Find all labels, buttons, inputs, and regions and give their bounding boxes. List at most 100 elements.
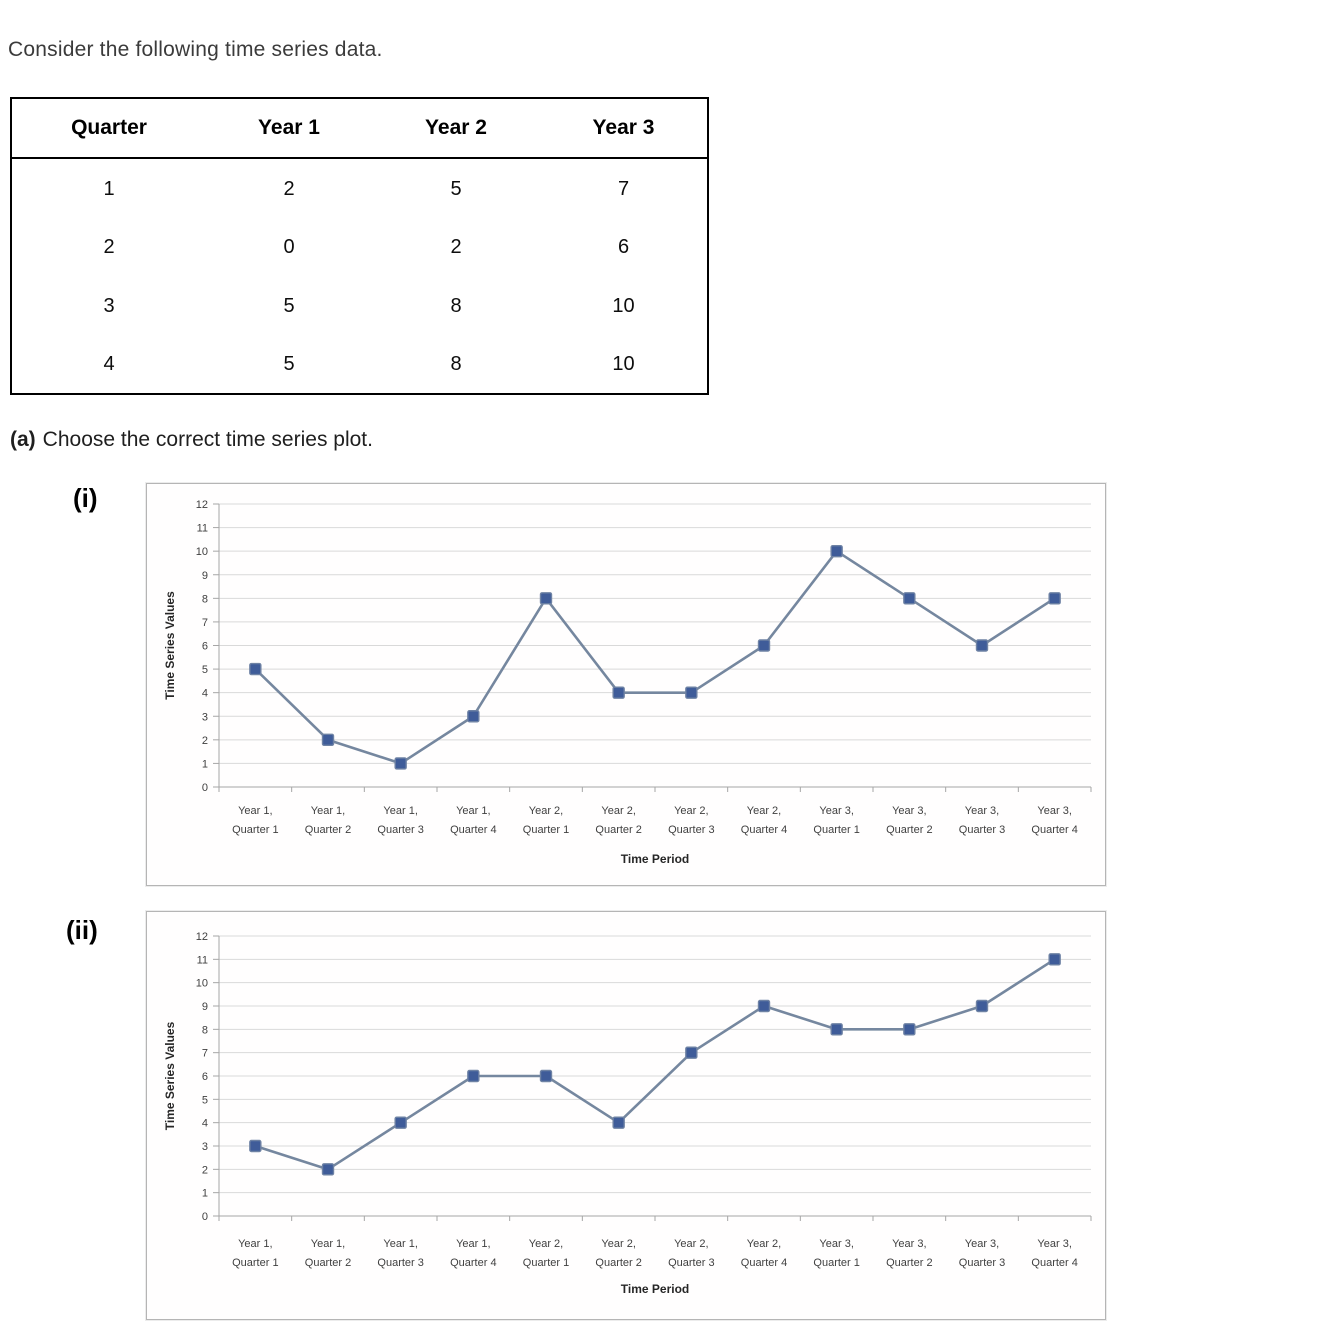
- svg-text:7: 7: [202, 1048, 208, 1060]
- svg-text:Quarter 1: Quarter 1: [813, 824, 859, 836]
- table-cell: 4: [103, 353, 115, 376]
- time-series-data-table: Quarter Year 1 Year 2 Year 3 1 2 5 7 2 0…: [10, 97, 709, 395]
- table-header-row: Quarter Year 1 Year 2 Year 3: [12, 99, 707, 159]
- svg-text:10: 10: [196, 546, 208, 558]
- svg-text:Quarter 4: Quarter 4: [450, 824, 496, 836]
- svg-text:Quarter 2: Quarter 2: [886, 1257, 932, 1269]
- intro-text: Consider the following time series data.: [8, 38, 383, 61]
- table-cell: 6: [617, 236, 630, 259]
- svg-text:Time Period: Time Period: [621, 1282, 689, 1296]
- table-header-year2: Year 2: [425, 116, 487, 139]
- svg-text:Year 3,: Year 3,: [1037, 1238, 1071, 1250]
- svg-text:Quarter 4: Quarter 4: [741, 1257, 787, 1269]
- svg-text:Quarter 2: Quarter 2: [305, 824, 351, 836]
- svg-text:8: 8: [202, 593, 208, 605]
- table-cell: 2: [450, 236, 462, 259]
- svg-text:11: 11: [197, 523, 208, 535]
- svg-text:Year 3,: Year 3,: [819, 1238, 853, 1250]
- svg-text:2: 2: [202, 1164, 208, 1176]
- svg-text:Quarter 3: Quarter 3: [668, 1257, 714, 1269]
- svg-text:Quarter 4: Quarter 4: [1031, 824, 1077, 836]
- svg-text:Year 2,: Year 2,: [601, 1238, 635, 1250]
- svg-text:Quarter 1: Quarter 1: [813, 1257, 859, 1269]
- svg-text:Quarter 4: Quarter 4: [450, 1257, 496, 1269]
- table-cell: 8: [450, 294, 462, 317]
- svg-text:1: 1: [202, 758, 208, 770]
- svg-text:Year 3,: Year 3,: [1037, 805, 1071, 817]
- svg-text:Quarter 2: Quarter 2: [305, 1257, 351, 1269]
- svg-text:Year 2,: Year 2,: [674, 1238, 708, 1250]
- table-cell: 2: [283, 177, 295, 200]
- svg-text:9: 9: [202, 570, 208, 582]
- table-cell: 5: [283, 353, 295, 376]
- svg-text:11: 11: [197, 954, 208, 966]
- svg-text:12: 12: [196, 931, 208, 943]
- svg-text:2: 2: [202, 735, 208, 747]
- svg-text:Year 2,: Year 2,: [747, 805, 781, 817]
- svg-text:Year 1,: Year 1,: [383, 1238, 417, 1250]
- svg-text:Quarter 3: Quarter 3: [668, 824, 714, 836]
- svg-text:Year 2,: Year 2,: [529, 1238, 563, 1250]
- table-header-quarter: Quarter: [71, 116, 147, 139]
- svg-text:6: 6: [202, 641, 208, 653]
- svg-text:Quarter 1: Quarter 1: [232, 1257, 278, 1269]
- svg-text:Year 1,: Year 1,: [383, 805, 417, 817]
- table-body: 1 2 5 7 2 0 2 6 3 5 8 10 4 5 8 10: [12, 159, 707, 394]
- svg-text:Year 1,: Year 1,: [311, 805, 345, 817]
- svg-text:Quarter 3: Quarter 3: [959, 824, 1005, 836]
- svg-text:Year 1,: Year 1,: [456, 805, 490, 817]
- svg-text:Quarter 1: Quarter 1: [523, 1257, 569, 1269]
- svg-text:5: 5: [202, 1094, 208, 1106]
- svg-text:Year 1,: Year 1,: [456, 1238, 490, 1250]
- table-header-year1: Year 1: [258, 116, 320, 139]
- svg-text:Year 2,: Year 2,: [674, 805, 708, 817]
- svg-text:0: 0: [202, 1211, 208, 1223]
- svg-text:3: 3: [202, 1141, 208, 1153]
- svg-text:Year 3,: Year 3,: [892, 805, 926, 817]
- option-label-i: (i): [73, 483, 98, 513]
- svg-text:Quarter 2: Quarter 2: [595, 824, 641, 836]
- svg-text:5: 5: [202, 664, 208, 676]
- table-cell: 10: [612, 353, 635, 376]
- svg-text:Year 2,: Year 2,: [529, 805, 563, 817]
- svg-text:Quarter 3: Quarter 3: [377, 824, 423, 836]
- table-cell: 8: [450, 353, 462, 376]
- chart-option-ii: 0 1 2 3 4 5 6 7 8 9 10 11 12 Year 1, Quarter 1 Year 1, Q…: [146, 911, 1106, 1320]
- table-cell: 2: [103, 236, 115, 259]
- svg-text:Year 3,: Year 3,: [965, 1238, 999, 1250]
- table-cell: 5: [450, 177, 462, 200]
- question-a-prefix: (a): [10, 428, 36, 451]
- svg-text:6: 6: [202, 1071, 208, 1083]
- svg-text:1: 1: [202, 1188, 208, 1200]
- table-cell: 1: [103, 177, 115, 200]
- svg-text:Quarter 2: Quarter 2: [595, 1257, 641, 1269]
- svg-text:Quarter 1: Quarter 1: [523, 824, 569, 836]
- svg-text:Quarter 4: Quarter 4: [741, 824, 787, 836]
- svg-text:4: 4: [202, 688, 208, 700]
- table-cell: 10: [612, 294, 635, 317]
- svg-text:7: 7: [202, 617, 208, 629]
- table-row: 4 5 8 10: [12, 336, 707, 395]
- svg-text:Time Period: Time Period: [621, 852, 689, 866]
- table-cell: 3: [103, 294, 115, 317]
- svg-text:3: 3: [202, 711, 208, 723]
- table-cell: 0: [283, 236, 295, 259]
- svg-text:Quarter 3: Quarter 3: [959, 1257, 1005, 1269]
- svg-text:Year 1,: Year 1,: [311, 1238, 345, 1250]
- svg-text:0: 0: [202, 782, 208, 794]
- svg-text:Year 1,: Year 1,: [238, 805, 272, 817]
- svg-text:Quarter 3: Quarter 3: [377, 1257, 423, 1269]
- table-cell: 5: [283, 294, 295, 317]
- svg-text:Quarter 4: Quarter 4: [1031, 1257, 1077, 1269]
- svg-text:10: 10: [196, 978, 208, 990]
- svg-text:8: 8: [202, 1024, 208, 1036]
- svg-text:Time Series Values: Time Series Values: [163, 591, 177, 700]
- svg-text:Quarter 1: Quarter 1: [232, 824, 278, 836]
- question-a-text: Choose the correct time series plot.: [42, 428, 373, 451]
- table-row: 1 2 5 7: [12, 160, 707, 219]
- question-a: (a) Choose the correct time series plot.: [10, 428, 373, 452]
- svg-text:Year 3,: Year 3,: [965, 805, 999, 817]
- table-header-year3: Year 3: [592, 116, 655, 139]
